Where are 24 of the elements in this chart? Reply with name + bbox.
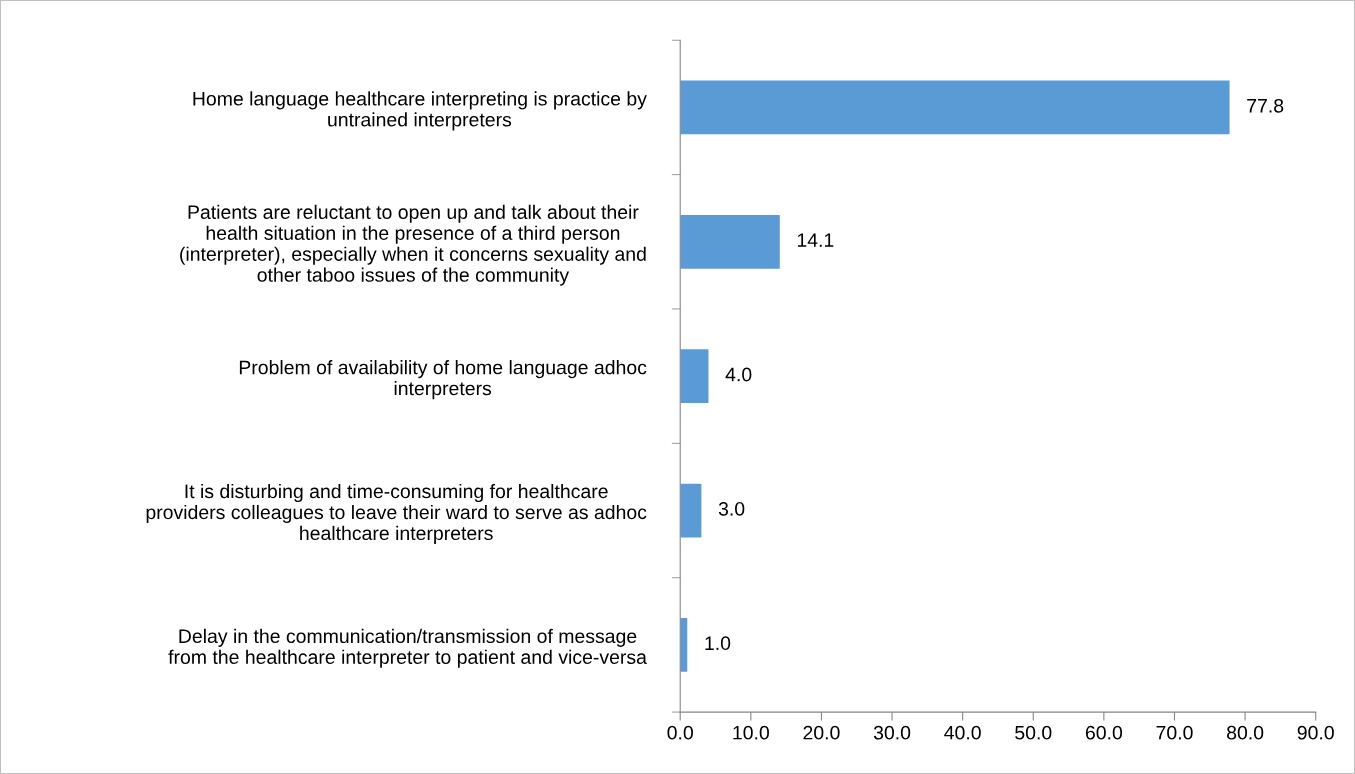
bar	[680, 214, 780, 269]
data-label: 3.0	[718, 501, 745, 516]
bar	[680, 483, 702, 538]
data-label: 77.8	[1247, 98, 1284, 113]
x-tick-label: 60.0	[1085, 725, 1123, 740]
bar	[680, 80, 1230, 135]
bar	[680, 349, 709, 404]
x-tick-label: 90.0	[1297, 725, 1334, 740]
y-tick-label: Patients are reluctant to open up and talk about their health situation in the presence of a third person (interpreter), especially when it concerns sexuality and other taboo issues of the community	[180, 204, 646, 286]
data-label: 1.0	[705, 636, 731, 651]
x-tick-label: 40.0	[944, 725, 981, 740]
y-tick-label: Delay in the communication/transmission of message from the healthcare interpreter to patient and vice-versa	[168, 628, 647, 668]
x-tick-label: 0.0	[667, 725, 693, 740]
x-tick-label: 10.0	[733, 725, 769, 740]
data-label: 14.1	[797, 233, 834, 247]
data-label: 4.0	[725, 367, 752, 382]
x-tick-label: 20.0	[803, 725, 840, 740]
y-tick-label: Home language healthcare interpreting is practice by untrained interpreters	[193, 91, 647, 131]
x-tick-label: 30.0	[873, 725, 911, 740]
x-tick-label: 80.0	[1227, 725, 1264, 740]
x-tick-label: 70.0	[1156, 725, 1193, 740]
y-tick-label: It is disturbing and time-consuming for healthcare providers colleagues to leave their ward to serve as adhoc healthcare interpreters	[146, 483, 647, 544]
x-tick-label: 50.0	[1015, 725, 1052, 740]
y-tick-label: Problem of availability of home language adhoc interpreters	[239, 360, 647, 400]
